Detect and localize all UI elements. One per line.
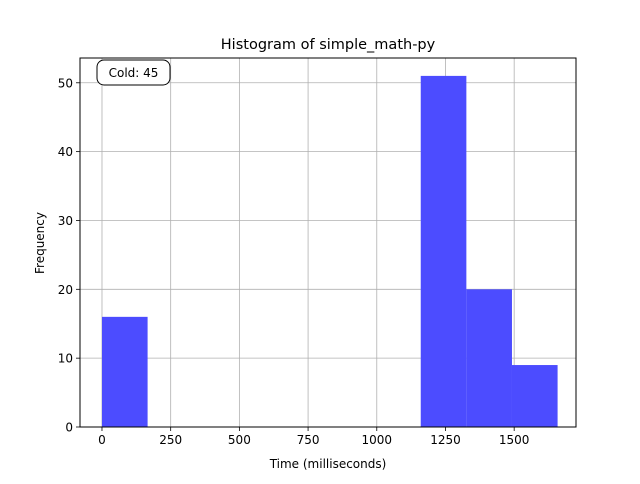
y-tick-label: 30 (58, 214, 73, 228)
x-tick-label: 1500 (499, 433, 530, 447)
annotation-text: Cold: 45 (109, 66, 159, 80)
y-axis-ticks: 0 10 20 30 40 50 (58, 76, 80, 435)
plot-frame (79, 57, 577, 428)
histogram-bar (420, 75, 467, 427)
x-tick-label: 500 (228, 433, 251, 447)
histogram-bar (466, 289, 512, 427)
y-tick-label: 10 (58, 352, 73, 366)
x-tick-label: 1250 (430, 433, 461, 447)
x-tick-label: 750 (297, 433, 320, 447)
x-tick-label: 0 (98, 433, 106, 447)
annotation-box: Cold: 45 (96, 59, 171, 86)
x-axis-ticks: 0 250 500 750 1000 1250 1500 (98, 427, 529, 447)
y-tick-label: 50 (58, 76, 73, 90)
x-axis-label: Time (milliseconds) (269, 457, 387, 471)
histogram-bar (511, 365, 558, 427)
y-axis-label: Frequency (33, 212, 47, 274)
y-tick-label: 0 (65, 421, 73, 435)
y-tick-label: 40 (58, 145, 73, 159)
x-tick-label: 1000 (362, 433, 393, 447)
annotation-frame (96, 59, 171, 86)
chart-title: Histogram of simple_math-py (221, 37, 436, 53)
histogram-bar (101, 316, 148, 427)
y-tick-label: 20 (58, 283, 73, 297)
x-tick-label: 250 (159, 433, 182, 447)
bars (101, 75, 558, 427)
